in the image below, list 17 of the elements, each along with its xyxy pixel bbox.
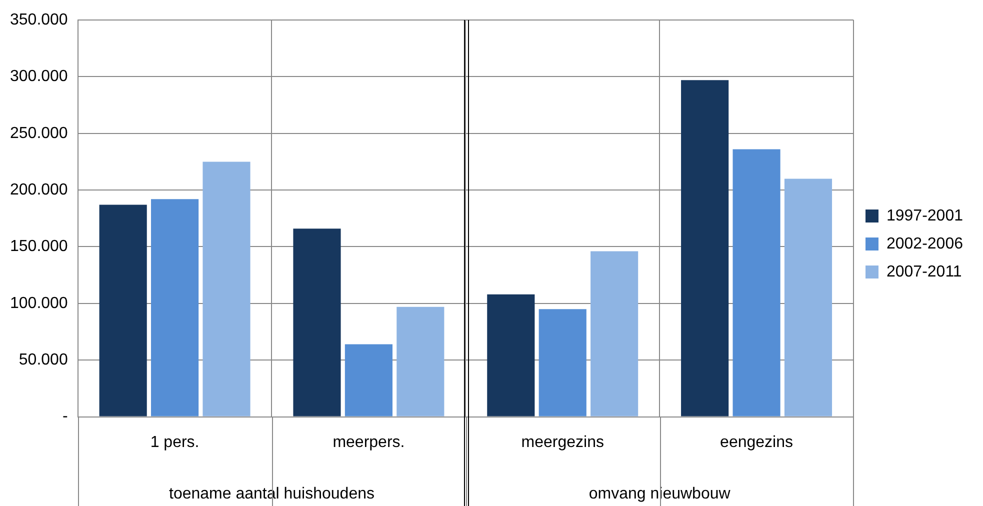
- text: toename aantal huishoudens: [169, 485, 374, 502]
- text: omvang nieuwbouw: [588, 485, 731, 502]
- y-tick-label: 300.000: [10, 68, 68, 86]
- legend-label: 2007-2011: [886, 263, 962, 280]
- legend-label: 2002-2006: [886, 235, 964, 252]
- y-tick-label: 200.000: [10, 181, 68, 198]
- y-tick-label: 150.000: [10, 238, 68, 256]
- y-tick-label: 350.000: [10, 11, 68, 28]
- x-tick-label: eengezins: [720, 434, 794, 451]
- x-tick-label: meerpers.: [332, 434, 405, 451]
- x-tick-label: meergezins: [521, 434, 604, 451]
- x-tick-label: 1 pers.: [150, 434, 200, 451]
- y-tick-label: -: [62, 408, 68, 426]
- y-tick-label: 50.000: [18, 352, 68, 369]
- y-tick-label: 250.000: [10, 124, 68, 142]
- legend-label: 1997-2001: [886, 207, 964, 224]
- y-tick-label: 100.000: [10, 294, 68, 312]
